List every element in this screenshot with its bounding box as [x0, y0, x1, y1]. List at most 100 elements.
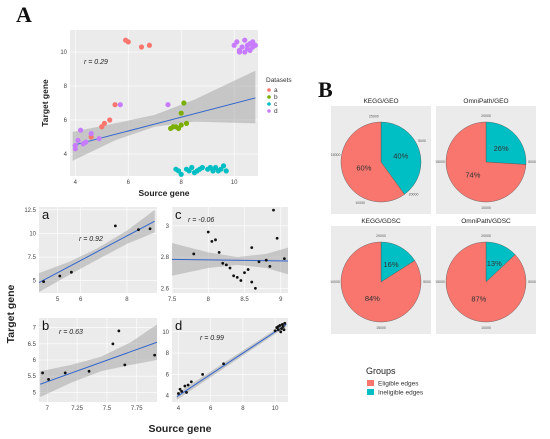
data-point	[178, 387, 182, 391]
data-point	[42, 280, 46, 284]
y-tick-label: 6	[64, 118, 68, 124]
pie-tick-label: 5000	[423, 280, 431, 284]
y-tick-label: 8	[166, 351, 170, 357]
data-point	[228, 266, 232, 270]
data-point	[221, 261, 225, 265]
data-point-d	[77, 127, 84, 133]
data-point-b	[181, 100, 187, 106]
data-point-c	[178, 171, 184, 177]
pie-tick-label: 20000	[481, 234, 491, 238]
pie-legend-swatch	[367, 389, 374, 395]
pie-title: OmniPath/GDSC	[461, 218, 511, 225]
confidence-band	[39, 209, 155, 293]
pie-slice-label: 60%	[356, 164, 371, 173]
x-tick-label: 6	[79, 297, 83, 303]
x-tick-label: 8	[241, 406, 245, 412]
data-point	[117, 329, 121, 333]
data-point	[268, 265, 272, 268]
data-point	[186, 383, 190, 387]
pie-title: KEGG/GDSC	[361, 218, 401, 225]
data-point	[180, 389, 184, 393]
data-point-d	[252, 42, 258, 48]
panel-label-b: B	[318, 77, 333, 102]
data-point	[243, 271, 246, 275]
data-point-d	[88, 130, 94, 137]
y-tick-label: 10	[29, 231, 36, 237]
y-tick-label: 6	[33, 358, 37, 364]
data-point	[232, 274, 236, 278]
pie-legend-title: Groups	[366, 366, 396, 376]
data-point	[137, 228, 140, 232]
data-point-c	[220, 163, 227, 169]
data-point	[250, 246, 254, 250]
data-point	[192, 252, 196, 256]
data-point	[257, 260, 261, 264]
pie-tick-label: 15000	[435, 160, 445, 164]
data-point	[280, 322, 284, 326]
data-point	[210, 240, 214, 243]
data-point	[282, 257, 286, 260]
correlation-label: r = 0.63	[59, 329, 83, 336]
bottom-x-axis-title: Source gene	[148, 423, 211, 435]
pie-chart-1: OmniPath/GEO 26% 74% 20000 5000 10000 15000	[435, 98, 536, 214]
data-point	[189, 380, 193, 384]
data-point-d	[83, 139, 89, 145]
pie-tick-label: 10000	[481, 206, 491, 210]
data-point-d	[72, 142, 78, 149]
pie-slice	[380, 121, 422, 195]
x-tick-label: 7.5	[103, 406, 112, 412]
data-point-d	[242, 37, 248, 43]
y-tick-label: 5.5	[28, 374, 37, 380]
confidence-band	[72, 70, 256, 161]
pie-tick-label: 20000	[376, 234, 386, 238]
pie-slice-label: 74%	[465, 170, 480, 179]
plot-background	[172, 207, 288, 293]
subpanel-letter: b	[42, 318, 49, 333]
data-point	[148, 227, 152, 231]
data-point	[272, 208, 275, 212]
data-point	[283, 321, 287, 325]
pie-chart-2: KEGG/GDSC 16% 84% 20000 5000 15000 10000	[330, 218, 431, 334]
pie-tick-label: 15000	[435, 280, 445, 284]
y-tick-label: 4	[166, 394, 170, 400]
data-point	[183, 384, 187, 388]
pie-tick-label: 25000	[369, 115, 379, 119]
y-tick-label: 5	[33, 279, 37, 285]
scatter-panel-d: 4 6 8 10 4 6 8 10 r = 0.99 d	[162, 318, 288, 412]
pie-tick-label: 10000	[330, 280, 340, 284]
x-tick-label: 10	[231, 180, 238, 186]
x-tick-label: 4	[74, 180, 78, 186]
pie-legend-swatch	[367, 380, 374, 386]
data-point-a	[138, 44, 145, 50]
y-tick-label: 2.6	[161, 286, 170, 292]
data-point	[239, 279, 243, 282]
data-point	[58, 274, 62, 278]
data-point	[273, 329, 277, 333]
pie-tick-label: 5000	[528, 280, 536, 284]
subpanel-letter: d	[175, 318, 182, 333]
regression-line	[171, 258, 289, 262]
data-point	[222, 362, 225, 366]
data-point	[217, 250, 221, 254]
pie-slice	[485, 121, 527, 165]
bottom-y-axis-title: Target gene	[5, 284, 17, 343]
data-point	[87, 369, 91, 373]
data-point	[250, 280, 254, 284]
x-tick-label: 4	[177, 406, 181, 412]
data-point	[246, 268, 250, 271]
data-point	[69, 270, 73, 274]
pie-tick-label: 20000	[481, 114, 491, 118]
data-point	[206, 230, 210, 234]
legend-swatch	[267, 109, 271, 113]
data-point-a	[125, 39, 131, 45]
data-point	[282, 328, 286, 332]
data-point	[280, 327, 283, 331]
correlation-label: r = 0.29	[84, 59, 108, 66]
data-point	[279, 330, 283, 334]
y-tick-label: 2.8	[161, 255, 170, 261]
data-point	[235, 275, 239, 279]
plot-background	[70, 30, 258, 176]
data-point-d	[239, 44, 245, 50]
pie-slice-label: 26%	[494, 144, 509, 153]
